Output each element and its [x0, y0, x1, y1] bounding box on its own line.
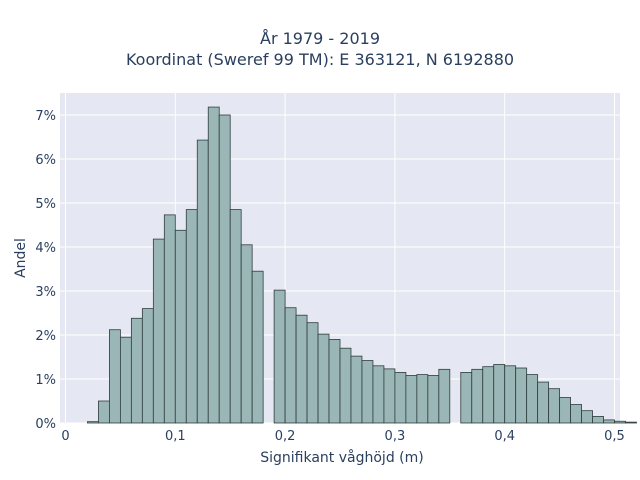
histogram-bar: [394, 371, 407, 424]
histogram-bar: [416, 374, 429, 424]
x-axis-label: Signifikant våghöjd (m): [260, 449, 423, 466]
y-tick-label: 7%: [35, 109, 56, 124]
histogram-bar: [592, 415, 604, 424]
y-tick-label: 0%: [35, 417, 56, 432]
histogram-bar: [504, 365, 517, 424]
chart-title: År 1979 - 2019: [260, 29, 380, 48]
histogram-bar: [98, 400, 110, 424]
histogram-bar: [229, 209, 242, 424]
histogram-bar: [130, 317, 143, 424]
histogram-bar: [372, 365, 385, 424]
histogram-bar: [537, 381, 550, 424]
histogram-bar: [240, 244, 253, 424]
x-tick-label: 0,2: [275, 429, 296, 444]
y-axis-label: Andel: [13, 238, 29, 278]
histogram-bar: [284, 307, 297, 424]
y-tick-label: 2%: [35, 329, 56, 344]
histogram-bar: [306, 322, 319, 424]
histogram-bar: [196, 139, 209, 424]
x-tick-labels: 0 0,1 0,2 0,3 0,4 0,5: [61, 429, 625, 444]
histogram-bar: [317, 333, 330, 424]
histogram-bar: [185, 209, 198, 424]
histogram-bar: [482, 366, 495, 424]
x-tick-label: 0,1: [165, 429, 186, 444]
y-tick-label: 4%: [35, 241, 56, 256]
histogram-bar: [559, 397, 571, 424]
histogram-bar: [361, 360, 374, 424]
histogram-bar: [570, 404, 582, 424]
histogram-bar: [438, 368, 451, 424]
histogram-bar: [339, 347, 352, 424]
histogram-bar: [526, 374, 539, 424]
histogram-bar: [427, 375, 440, 424]
y-tick-labels: 0% 1% 2% 3% 4% 5% 6% 7%: [35, 109, 56, 432]
histogram-bar: [163, 214, 176, 424]
histogram-bar: [141, 308, 154, 424]
histogram-bar: [471, 368, 484, 424]
histogram-bar: [207, 106, 220, 424]
histogram-bar: [383, 368, 396, 424]
x-tick-label: 0: [61, 429, 69, 444]
bars-group: [87, 106, 637, 424]
histogram-bar: [251, 270, 264, 424]
histogram-bar: [548, 388, 561, 424]
y-tick-label: 3%: [35, 285, 56, 300]
histogram-bar: [109, 329, 121, 424]
grid-lines: [60, 93, 620, 424]
histogram-bar: [328, 338, 341, 424]
x-tick-label: 0,4: [494, 429, 515, 444]
histogram-bar: [581, 410, 593, 424]
y-tick-label: 1%: [35, 373, 56, 388]
histogram-bar: [515, 367, 528, 424]
y-tick-label: 6%: [35, 153, 56, 168]
histogram-bar: [152, 238, 165, 424]
histogram-bar: [273, 289, 286, 424]
chart-subtitle: Koordinat (Sweref 99 TM): E 363121, N 61…: [125, 50, 515, 69]
x-tick-label: 0,5: [604, 429, 625, 444]
histogram-bar: [405, 375, 418, 424]
histogram-bar: [174, 229, 187, 424]
histogram-bar: [460, 371, 473, 424]
histogram-bar: [119, 336, 132, 424]
histogram-bar: [493, 364, 506, 424]
histogram-bar: [625, 421, 637, 424]
x-tick-label: 0,3: [385, 429, 406, 444]
histogram-bar: [603, 419, 615, 424]
histogram-bar: [218, 114, 231, 424]
histogram-bar: [614, 420, 626, 424]
histogram-bar: [350, 355, 363, 424]
histogram-bar: [87, 421, 99, 424]
histogram-bar: [295, 314, 308, 424]
y-tick-label: 5%: [35, 197, 56, 212]
